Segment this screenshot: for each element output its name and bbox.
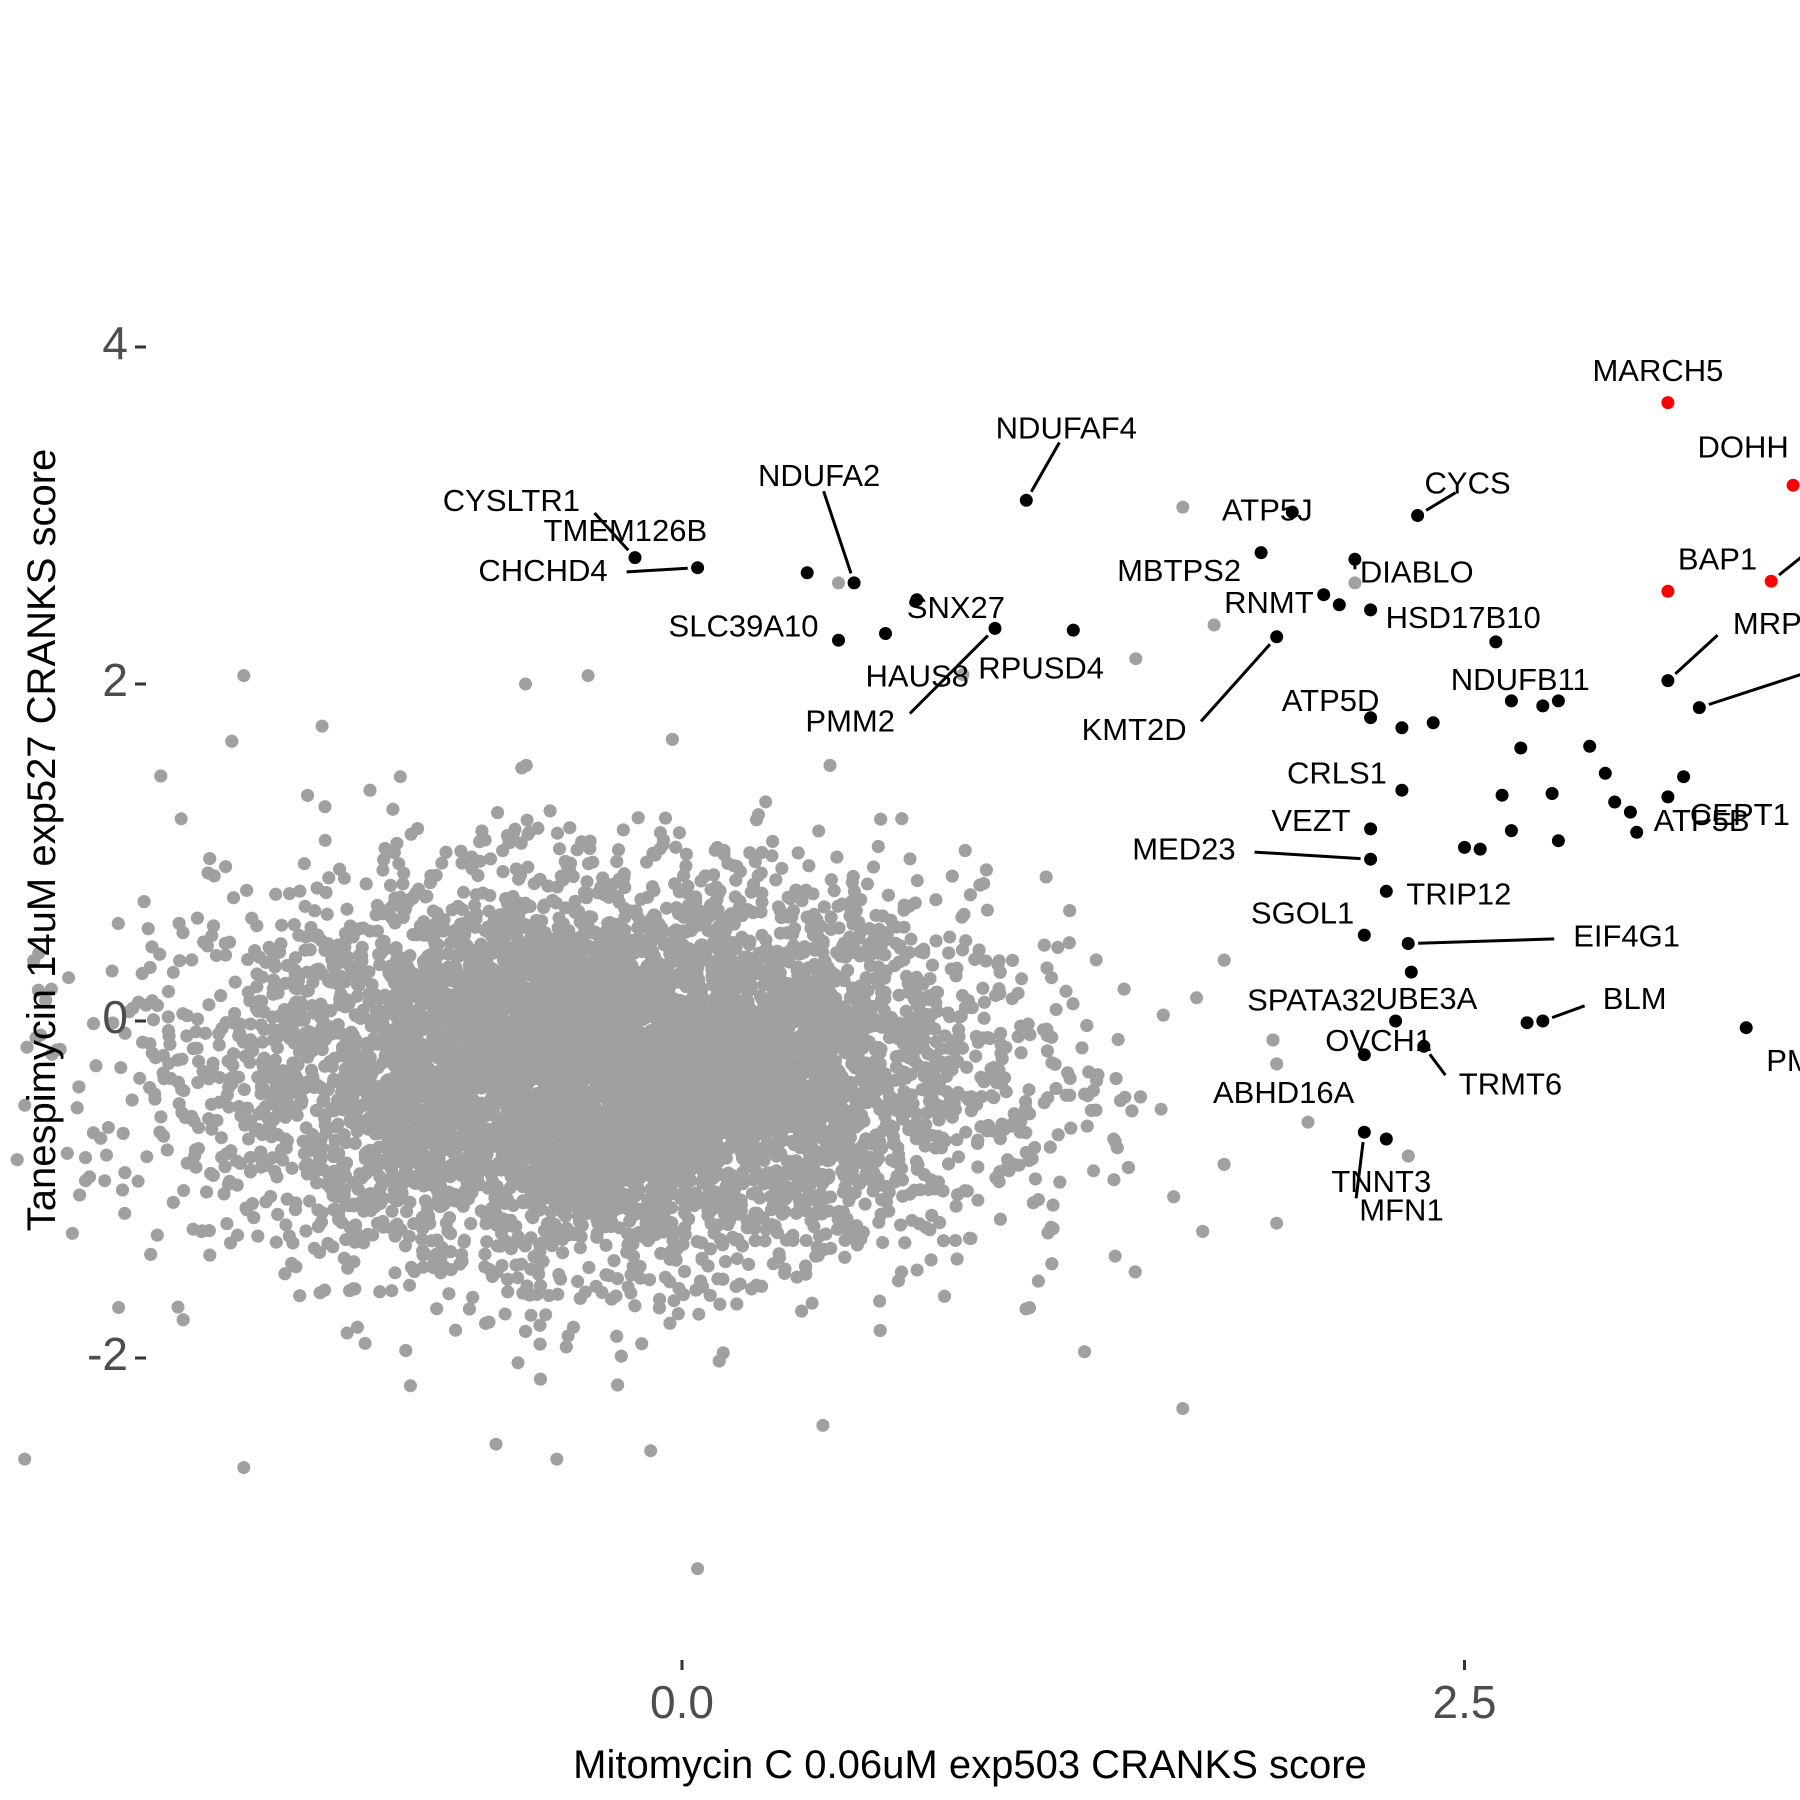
background-point — [910, 874, 924, 888]
background-point — [799, 1234, 813, 1247]
background-point — [133, 1071, 147, 1085]
background-point — [1089, 953, 1103, 967]
background-point — [279, 1218, 293, 1232]
background-point — [904, 932, 918, 946]
background-point — [219, 948, 233, 962]
background-point — [872, 1215, 886, 1229]
background-point — [539, 1308, 553, 1322]
background-point — [140, 1150, 154, 1164]
background-point — [214, 1131, 228, 1145]
background-point — [876, 1236, 890, 1249]
background-point — [980, 903, 994, 917]
background-point — [692, 1307, 706, 1321]
background-point — [283, 887, 296, 901]
background-point — [949, 1234, 962, 1247]
background-point — [469, 888, 483, 902]
background-point — [65, 1226, 79, 1240]
background-point — [300, 965, 314, 979]
background-point — [553, 842, 566, 856]
background-point — [1087, 1164, 1100, 1178]
background-point — [959, 1125, 973, 1139]
background-point — [340, 1326, 354, 1340]
background-point — [114, 1061, 128, 1075]
background-point — [241, 953, 255, 966]
background-point — [297, 857, 311, 871]
background-point — [1022, 1083, 1036, 1097]
background-point — [511, 1356, 525, 1370]
background-point — [1154, 1102, 1168, 1116]
background-point — [1190, 991, 1204, 1005]
background-point — [392, 857, 406, 871]
background-point — [521, 860, 535, 874]
background-point — [910, 1263, 924, 1277]
background-point — [101, 1121, 115, 1134]
background-point — [812, 824, 826, 838]
background-point — [388, 1266, 402, 1280]
background-point — [524, 1308, 538, 1322]
background-point — [861, 877, 874, 891]
background-point — [943, 930, 957, 944]
background-point — [105, 964, 119, 978]
background-point — [171, 1300, 185, 1314]
background-point — [303, 1194, 317, 1208]
background-point — [1011, 986, 1025, 1000]
background-point — [498, 1307, 512, 1321]
background-point — [276, 1153, 290, 1167]
background-point — [971, 1193, 985, 1207]
background-point — [1049, 1003, 1063, 1016]
background-point — [404, 1379, 417, 1393]
background-point — [511, 1271, 525, 1285]
background-point — [457, 885, 470, 899]
background-point — [765, 849, 779, 863]
background-point — [213, 1071, 227, 1084]
background-point — [903, 852, 917, 866]
background-points — [10, 500, 1415, 1576]
background-point — [244, 1017, 257, 1031]
background-point — [667, 1294, 681, 1308]
background-point — [177, 1184, 191, 1197]
background-point — [358, 1336, 372, 1350]
background-point — [1108, 1249, 1122, 1263]
background-point — [275, 918, 289, 932]
background-point — [222, 1100, 236, 1114]
background-point — [478, 1260, 492, 1274]
background-point — [759, 795, 773, 809]
background-point — [209, 949, 223, 962]
background-point — [1113, 1094, 1127, 1108]
background-point — [483, 889, 497, 902]
background-point — [318, 833, 332, 847]
background-point — [62, 971, 76, 985]
background-point — [376, 863, 390, 877]
background-point — [805, 1296, 819, 1310]
background-point — [1015, 972, 1029, 986]
background-point — [118, 1206, 132, 1220]
background-point — [621, 1280, 635, 1294]
background-point — [435, 856, 449, 870]
background-point — [758, 1234, 772, 1248]
background-point — [489, 1437, 503, 1451]
background-point — [775, 861, 789, 875]
background-point — [98, 1174, 112, 1188]
background-point — [166, 965, 180, 979]
background-point — [759, 1223, 773, 1236]
background-point — [255, 1035, 269, 1049]
background-point — [403, 1278, 416, 1292]
background-point — [100, 1148, 113, 1162]
background-point — [952, 1150, 965, 1164]
background-point — [131, 1174, 145, 1188]
background-point — [520, 813, 534, 827]
background-point — [611, 1272, 624, 1286]
background-point — [730, 1252, 744, 1266]
